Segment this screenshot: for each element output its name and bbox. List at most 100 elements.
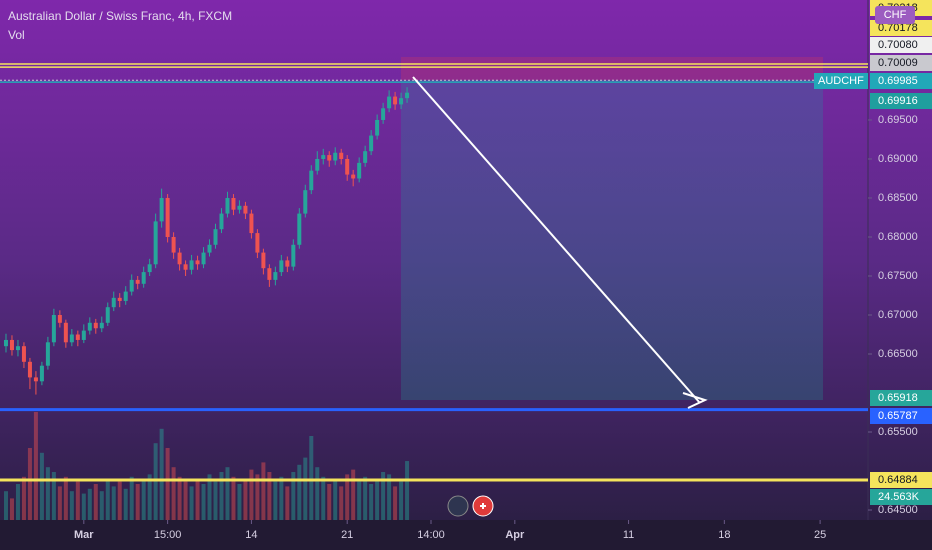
- price-label: 0.69985: [878, 75, 918, 87]
- candle-body: [45, 342, 50, 366]
- price-label-bg: [870, 73, 932, 89]
- x-tick-label: 21: [341, 529, 353, 541]
- candle-body: [15, 346, 20, 351]
- volume-bar: [21, 476, 26, 520]
- candle-body: [183, 264, 188, 270]
- candle-body: [213, 229, 218, 245]
- y-tick-label: 0.68500: [878, 192, 918, 204]
- candle-body: [405, 92, 410, 99]
- candle-body: [321, 155, 326, 159]
- candle-body: [327, 155, 332, 161]
- candle-body: [153, 221, 158, 265]
- candle-body: [381, 108, 386, 120]
- volume-bar: [381, 472, 386, 520]
- volume-bar: [111, 486, 116, 520]
- price-label: 0.70178: [878, 22, 918, 34]
- volume-bar: [117, 481, 122, 520]
- price-label: 0.70080: [878, 39, 918, 51]
- price-label-bg: [870, 93, 932, 109]
- volume-bar: [405, 461, 410, 520]
- price-label-bg: [870, 472, 932, 488]
- x-tick-label: Apr: [505, 529, 525, 541]
- candle-body: [315, 158, 320, 171]
- candle-body: [261, 252, 266, 269]
- volume-bar: [243, 479, 248, 520]
- arrow-head: [682, 392, 708, 409]
- candle-body: [99, 322, 104, 329]
- candle-body: [81, 330, 86, 340]
- candle-body: [135, 279, 140, 284]
- volume-bar: [219, 472, 224, 520]
- volume-bar: [63, 476, 68, 520]
- candle-body: [351, 174, 356, 179]
- volume-bar: [99, 491, 104, 520]
- candle-body: [273, 272, 278, 280]
- x-tick-label: 14:00: [417, 529, 445, 541]
- candle-body: [393, 96, 398, 105]
- volume-bar: [159, 428, 164, 520]
- candle-body: [345, 158, 350, 175]
- candle-body: [195, 260, 200, 265]
- candle-body: [279, 260, 284, 273]
- candle-body: [297, 213, 302, 245]
- volume-bar: [87, 488, 92, 520]
- candle-body: [231, 197, 236, 210]
- volume-bar: [153, 443, 158, 520]
- currency-badge[interactable]: [875, 6, 915, 24]
- volume-bar: [147, 474, 152, 520]
- volume-bar: [33, 412, 38, 520]
- volume-bar: [309, 436, 314, 520]
- volume-bar: [27, 448, 32, 520]
- volume-bar: [177, 476, 182, 520]
- volume-bar: [387, 474, 392, 520]
- chart-title: Australian Dollar / Swiss Franc, 4h, FXC…: [8, 9, 232, 23]
- volume-label-bg: [870, 489, 932, 505]
- volume-bar: [141, 479, 146, 520]
- candle-body: [291, 244, 296, 267]
- volume-bar: [339, 486, 344, 520]
- volume-bar: [171, 467, 176, 520]
- volume-bar: [39, 452, 44, 520]
- volume-bar: [249, 469, 254, 520]
- price-label-bg: [870, 55, 932, 71]
- volume-bar: [237, 484, 242, 520]
- candle-body: [255, 233, 260, 253]
- candle-body: [339, 152, 344, 159]
- y-tick-label: 0.66500: [878, 348, 918, 360]
- price-label: 0.64884: [878, 474, 918, 486]
- volume-bar: [357, 481, 362, 520]
- candle-body: [27, 361, 32, 378]
- x-tick-label: 11: [623, 529, 634, 541]
- candle-body: [399, 98, 404, 105]
- candle-body: [75, 334, 80, 340]
- x-tick-label: Mar: [74, 529, 94, 541]
- flag-icon-au[interactable]: [447, 495, 469, 517]
- volume-bar: [351, 469, 356, 520]
- candle-body: [333, 152, 338, 161]
- currency-label[interactable]: CHF: [884, 9, 907, 21]
- y-tick-label: 0.67000: [878, 309, 918, 321]
- volume-bar: [231, 476, 236, 520]
- volume-bar: [189, 486, 194, 520]
- chart-subtitle: Vol: [8, 28, 25, 42]
- volume-bar: [345, 474, 350, 520]
- candle-body: [63, 322, 68, 343]
- candle-body: [363, 151, 368, 163]
- y-tick-label: 0.68000: [878, 231, 918, 243]
- candle-body: [93, 322, 98, 329]
- volume-bar: [129, 476, 134, 520]
- volume-bar: [93, 484, 98, 520]
- candle-body: [111, 297, 116, 308]
- volume-bar: [207, 474, 212, 520]
- forecast-arrow: [412, 76, 708, 409]
- volume-bar: [297, 464, 302, 520]
- candle-body: [57, 314, 62, 323]
- candle-body: [141, 272, 146, 284]
- volume-bar: [75, 481, 80, 520]
- volume-bar: [3, 491, 8, 520]
- volume-bar: [291, 472, 296, 520]
- volume-bar: [165, 448, 170, 520]
- candle-body: [375, 119, 380, 136]
- swiss-cross: [480, 503, 486, 509]
- price-label: 0.65918: [878, 392, 918, 404]
